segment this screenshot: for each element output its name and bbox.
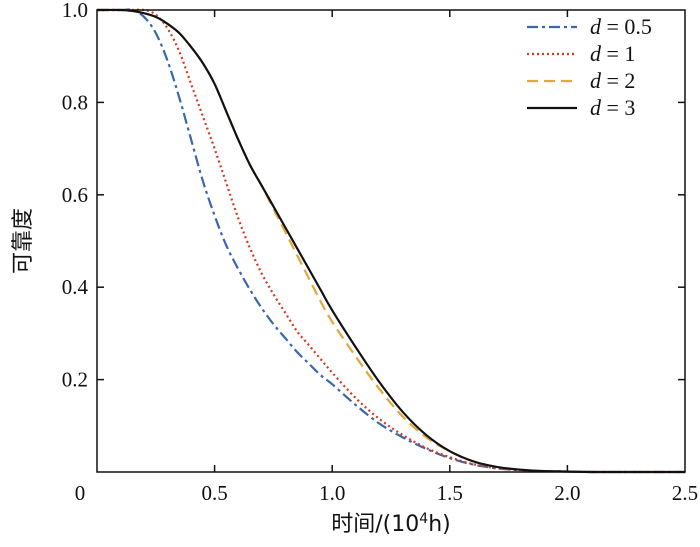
x-tick-label: 2.0 — [554, 481, 580, 505]
legend-label-2: d = 2 — [590, 68, 635, 93]
y-tick-label: 0.2 — [62, 368, 88, 392]
y-tick-label: 0.6 — [62, 183, 88, 207]
y-tick-label: 0.8 — [62, 90, 88, 114]
legend: d = 0.5d = 1d = 2d = 3 — [527, 14, 652, 120]
legend-label-variable: d — [590, 14, 602, 39]
x-axis-label-superscript: 4 — [419, 511, 428, 527]
series-line-2 — [96, 8, 685, 474]
x-tick-label: 1.0 — [319, 481, 345, 505]
legend-label-variable: d — [590, 68, 602, 93]
x-axis-label-tail: h) — [428, 512, 451, 537]
x-tick-label: 0.5 — [201, 481, 227, 505]
axis-ticks: 0 0.5 1.0 1.5 2.0 2.5 0.2 0.4 0.6 0.8 1.0 — [62, 0, 698, 505]
y-tick-label: 0.4 — [62, 275, 89, 299]
legend-label-1: d = 1 — [590, 41, 635, 66]
legend-label-0: d = 0.5 — [590, 14, 652, 39]
legend-label-value: = 0.5 — [601, 14, 652, 39]
y-tick-label: 1.0 — [62, 0, 88, 22]
legend-label-value: = 2 — [601, 68, 635, 93]
x-axis-label-main: 时间/(10 — [331, 512, 419, 537]
plot-frame — [96, 9, 686, 473]
x-tick-label: 1.5 — [437, 481, 463, 505]
series-line-1 — [96, 8, 685, 474]
legend-label-variable: d — [590, 95, 602, 120]
x-tick-label: 2.5 — [672, 481, 698, 505]
y-axis-label: 可靠度 — [11, 208, 36, 274]
legend-label-variable: d — [590, 41, 602, 66]
legend-label-value: = 1 — [601, 41, 635, 66]
legend-label-3: d = 3 — [590, 95, 635, 120]
x-tick-label: 0 — [75, 481, 86, 505]
legend-label-value: = 3 — [601, 95, 635, 120]
x-axis-label: 时间/(104h) — [331, 511, 450, 537]
